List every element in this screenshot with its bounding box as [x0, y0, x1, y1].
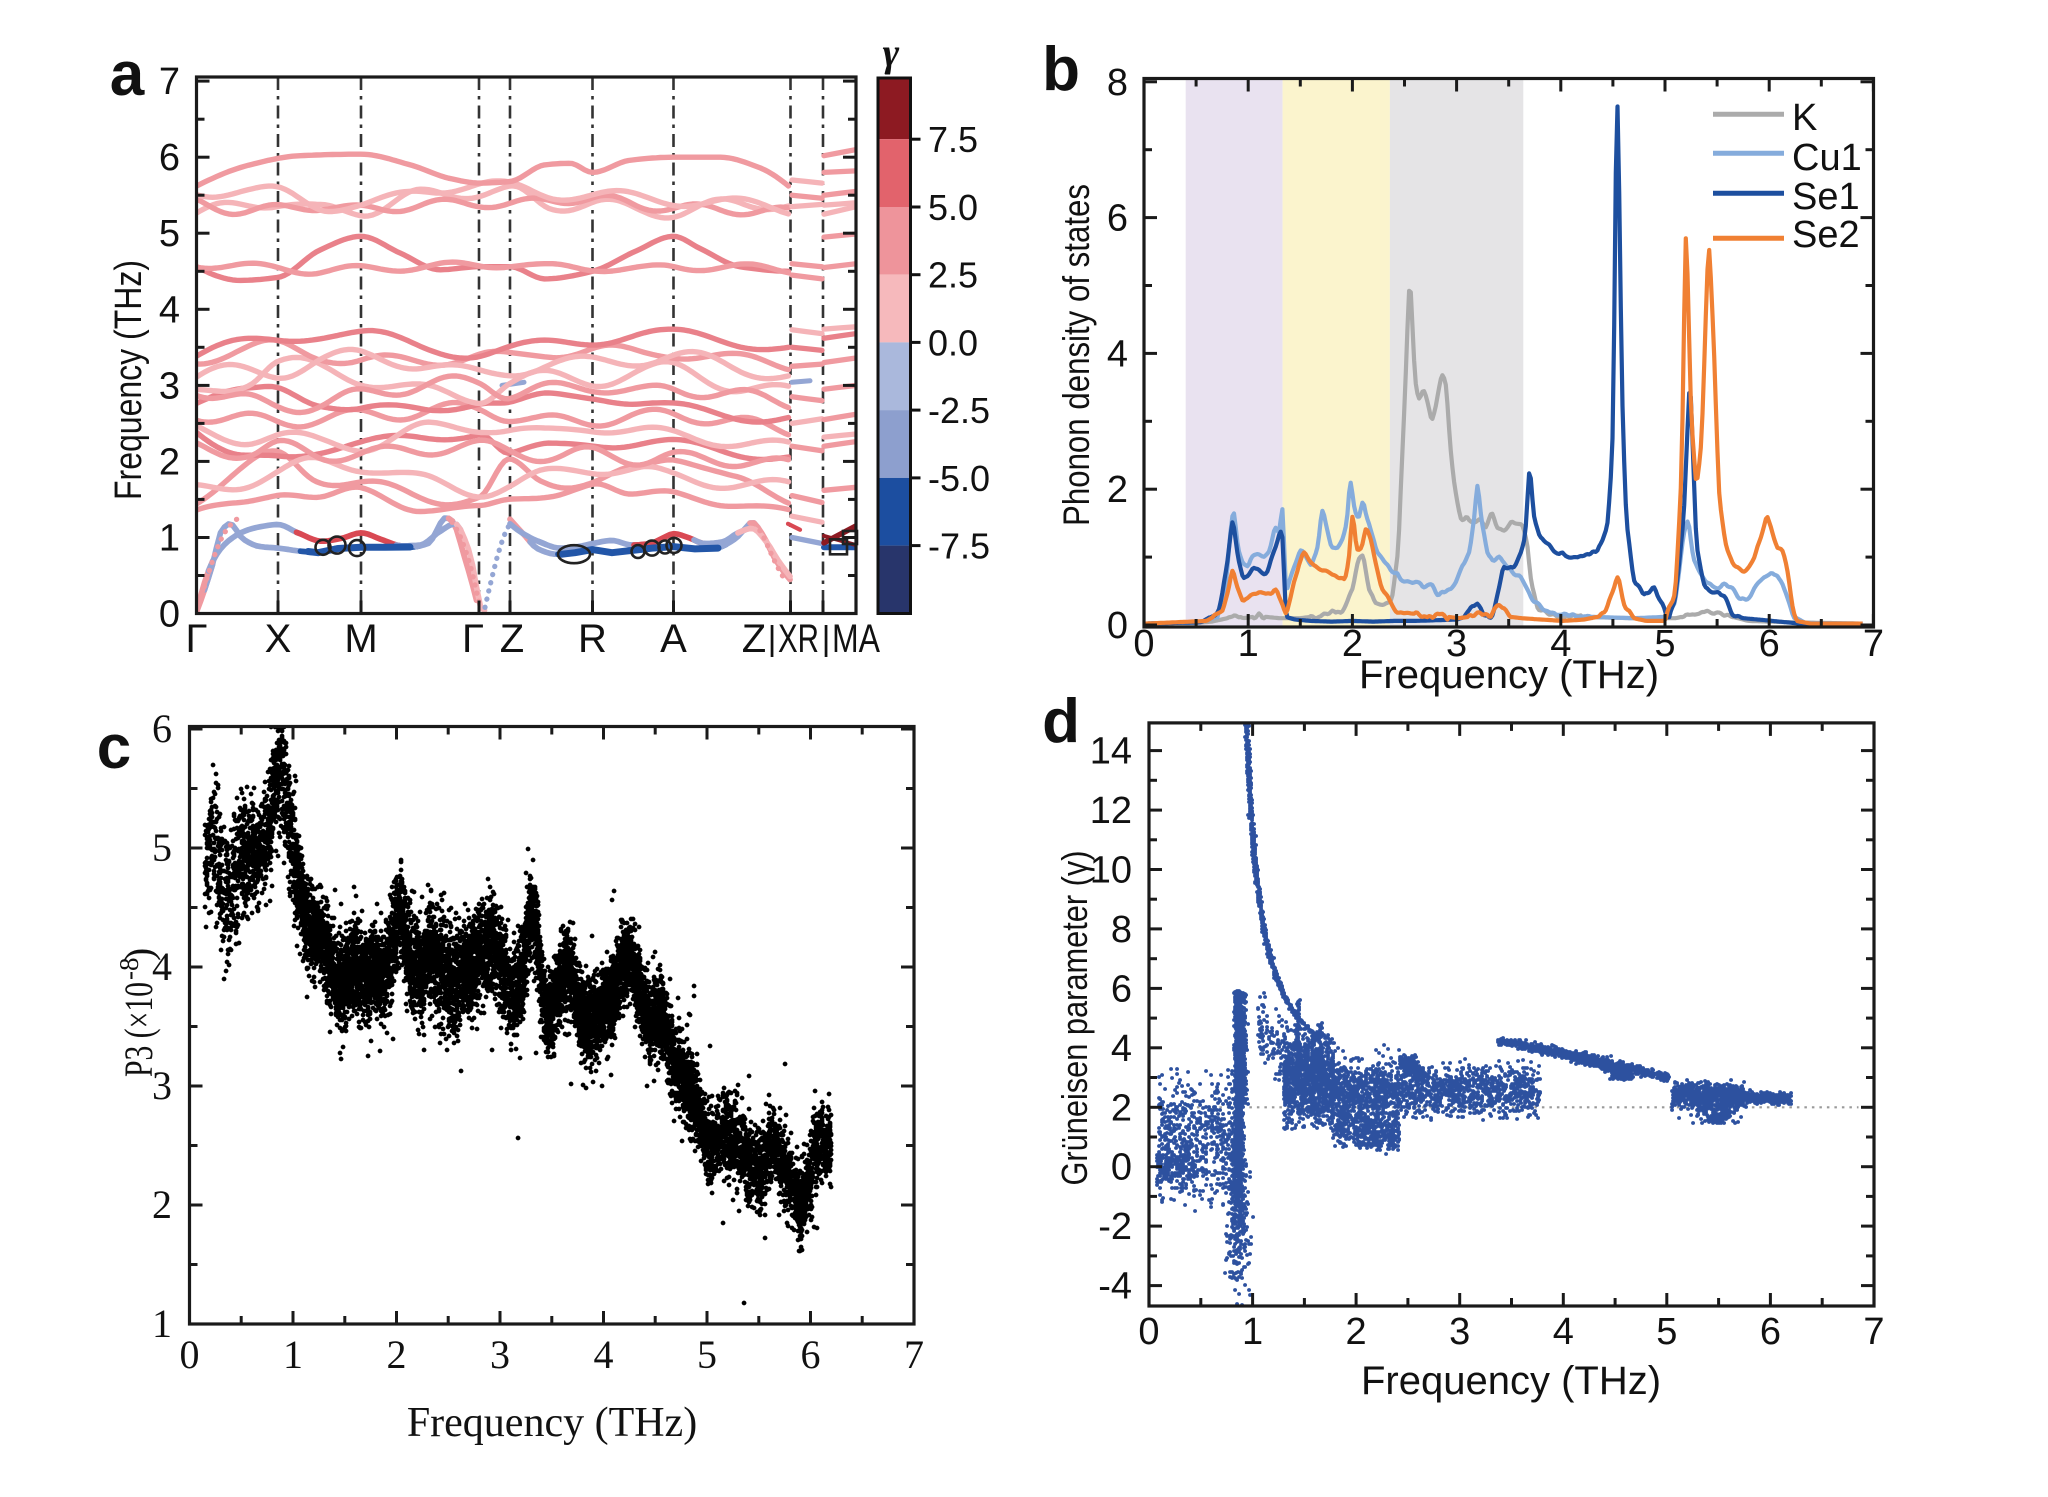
- svg-text:4: 4: [1553, 1311, 1574, 1353]
- svg-text:A: A: [660, 617, 687, 661]
- svg-text:3: 3: [490, 1332, 510, 1377]
- svg-text:c: c: [97, 713, 131, 782]
- svg-text:10: 10: [1090, 850, 1132, 892]
- svg-text:2: 2: [1111, 1087, 1132, 1129]
- svg-text:6: 6: [1760, 1311, 1781, 1353]
- svg-text:4: 4: [1550, 623, 1571, 665]
- svg-text:1: 1: [1242, 1311, 1263, 1353]
- svg-text:Z: Z: [500, 617, 524, 661]
- svg-text:Frequency (THz): Frequency (THz): [1361, 1359, 1661, 1403]
- svg-text:2.5: 2.5: [928, 255, 978, 296]
- svg-text:XR: XR: [778, 617, 819, 661]
- svg-text:7: 7: [1863, 1311, 1884, 1353]
- svg-text:-8: -8: [114, 958, 144, 981]
- svg-text:1: 1: [283, 1332, 303, 1377]
- svg-text:Se1: Se1: [1792, 176, 1860, 218]
- svg-text:6: 6: [1759, 623, 1780, 665]
- svg-text:12: 12: [1090, 790, 1132, 832]
- svg-text:0: 0: [1107, 605, 1128, 647]
- svg-text:5.0: 5.0: [928, 187, 978, 228]
- svg-text:Se2: Se2: [1792, 214, 1860, 256]
- svg-text:-2.5: -2.5: [928, 390, 990, 431]
- svg-text:Γ: Γ: [462, 617, 484, 661]
- svg-text:2: 2: [152, 1182, 172, 1227]
- svg-text:Cu1: Cu1: [1792, 137, 1862, 179]
- svg-text:4: 4: [594, 1332, 614, 1377]
- svg-text:γ: γ: [883, 30, 900, 75]
- svg-text:7.5: 7.5: [928, 119, 978, 160]
- svg-text:7: 7: [159, 61, 180, 103]
- svg-text:M: M: [344, 617, 377, 661]
- svg-text:6: 6: [1107, 198, 1128, 240]
- svg-text:-5.0: -5.0: [928, 458, 990, 499]
- svg-text:8: 8: [1107, 62, 1128, 104]
- svg-text:P3 (×10: P3 (×10: [116, 982, 161, 1077]
- svg-text:0: 0: [1133, 623, 1154, 665]
- svg-text:4: 4: [159, 289, 180, 331]
- svg-text:2: 2: [1342, 623, 1363, 665]
- svg-text:2: 2: [159, 441, 180, 483]
- svg-text:MA: MA: [832, 617, 880, 661]
- svg-text:): ): [116, 948, 161, 961]
- svg-text:-2: -2: [1098, 1206, 1132, 1248]
- svg-text:5: 5: [152, 825, 172, 870]
- svg-text:Phonon density of states: Phonon density of states: [1056, 184, 1097, 526]
- svg-text:Γ: Γ: [185, 617, 207, 661]
- svg-text:Frequency (THz): Frequency (THz): [108, 260, 150, 500]
- svg-text:2: 2: [387, 1332, 407, 1377]
- svg-text:a: a: [110, 40, 145, 109]
- svg-text:R: R: [578, 617, 607, 661]
- svg-text:5: 5: [697, 1332, 717, 1377]
- svg-text:1: 1: [1238, 623, 1259, 665]
- svg-text:K: K: [1792, 97, 1817, 139]
- svg-text:b: b: [1042, 35, 1080, 104]
- svg-text:4: 4: [1111, 1028, 1132, 1070]
- svg-text:-4: -4: [1098, 1266, 1132, 1308]
- svg-text:|: |: [768, 620, 777, 658]
- svg-text:3: 3: [1449, 1311, 1470, 1353]
- svg-text:5: 5: [1656, 1311, 1677, 1353]
- svg-text:14: 14: [1090, 731, 1132, 773]
- svg-text:6: 6: [152, 706, 172, 751]
- svg-text:3: 3: [159, 365, 180, 407]
- svg-text:0.0: 0.0: [928, 322, 978, 363]
- svg-text:6: 6: [801, 1332, 821, 1377]
- svg-text:1: 1: [152, 1301, 172, 1346]
- svg-text:4: 4: [1107, 333, 1128, 375]
- svg-text:2: 2: [1107, 469, 1128, 511]
- svg-text:1: 1: [159, 518, 180, 560]
- svg-text:3: 3: [152, 1063, 172, 1108]
- svg-text:0: 0: [1111, 1147, 1132, 1189]
- svg-text:6: 6: [159, 137, 180, 179]
- svg-text:3: 3: [1446, 623, 1467, 665]
- svg-text:d: d: [1042, 687, 1080, 756]
- svg-text:0: 0: [1138, 1311, 1159, 1353]
- svg-text:-7.5: -7.5: [928, 526, 990, 567]
- svg-text:5: 5: [1654, 623, 1675, 665]
- svg-text:4: 4: [152, 944, 172, 989]
- svg-text:|: |: [822, 620, 831, 658]
- svg-text:Z: Z: [742, 617, 766, 661]
- svg-text:2: 2: [1346, 1311, 1367, 1353]
- svg-text:8: 8: [1111, 909, 1132, 951]
- svg-text:Frequency (THz): Frequency (THz): [1359, 653, 1659, 697]
- svg-text:0: 0: [159, 594, 180, 636]
- svg-text:5: 5: [159, 213, 180, 255]
- svg-text:6: 6: [1111, 968, 1132, 1010]
- svg-text:Grüneisen parameter (γ): Grüneisen parameter (γ): [1054, 851, 1095, 1186]
- svg-text:7: 7: [904, 1332, 924, 1377]
- svg-text:0: 0: [180, 1332, 200, 1377]
- svg-text:7: 7: [1863, 623, 1884, 665]
- svg-text:Frequency (THz): Frequency (THz): [407, 1400, 697, 1446]
- svg-text:X: X: [265, 617, 292, 661]
